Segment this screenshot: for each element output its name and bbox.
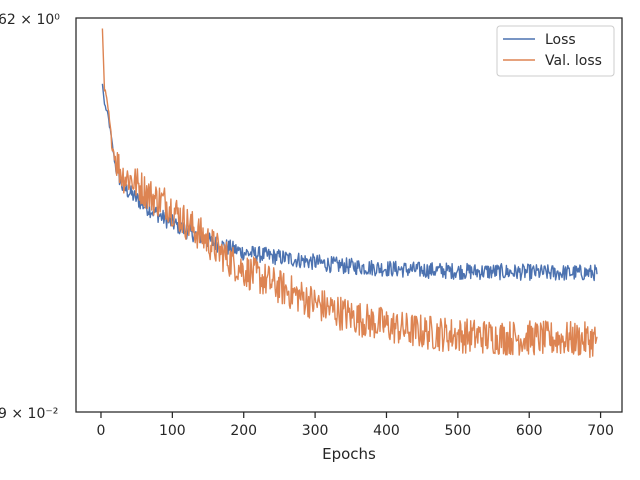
x-tick-label: 600 <box>516 423 543 439</box>
x-axis-ticks: 0 100 200 300 400 500 600 700 <box>97 412 614 439</box>
plot-frame <box>75 17 623 413</box>
series-line-loss <box>101 83 598 282</box>
series-line-val-loss <box>101 28 598 358</box>
x-axis-label: Epochs <box>322 445 376 463</box>
legend: Loss Val. loss <box>496 25 615 77</box>
y-tick-label-bottom: 9 × 10⁻² <box>0 406 58 422</box>
x-tick-label: 700 <box>587 423 614 439</box>
x-tick-label: 500 <box>444 423 471 439</box>
legend-label-loss: Loss <box>545 32 576 48</box>
plot-lines <box>101 28 598 358</box>
x-tick-label: 200 <box>230 423 257 439</box>
legend-label-val-loss: Val. loss <box>545 53 602 69</box>
x-tick-label: 0 <box>97 423 106 439</box>
x-tick-label: 300 <box>302 423 329 439</box>
y-tick-label-top: 62 × 10⁰ <box>0 12 60 28</box>
x-tick-label: 100 <box>159 423 186 439</box>
x-tick-label: 400 <box>373 423 400 439</box>
